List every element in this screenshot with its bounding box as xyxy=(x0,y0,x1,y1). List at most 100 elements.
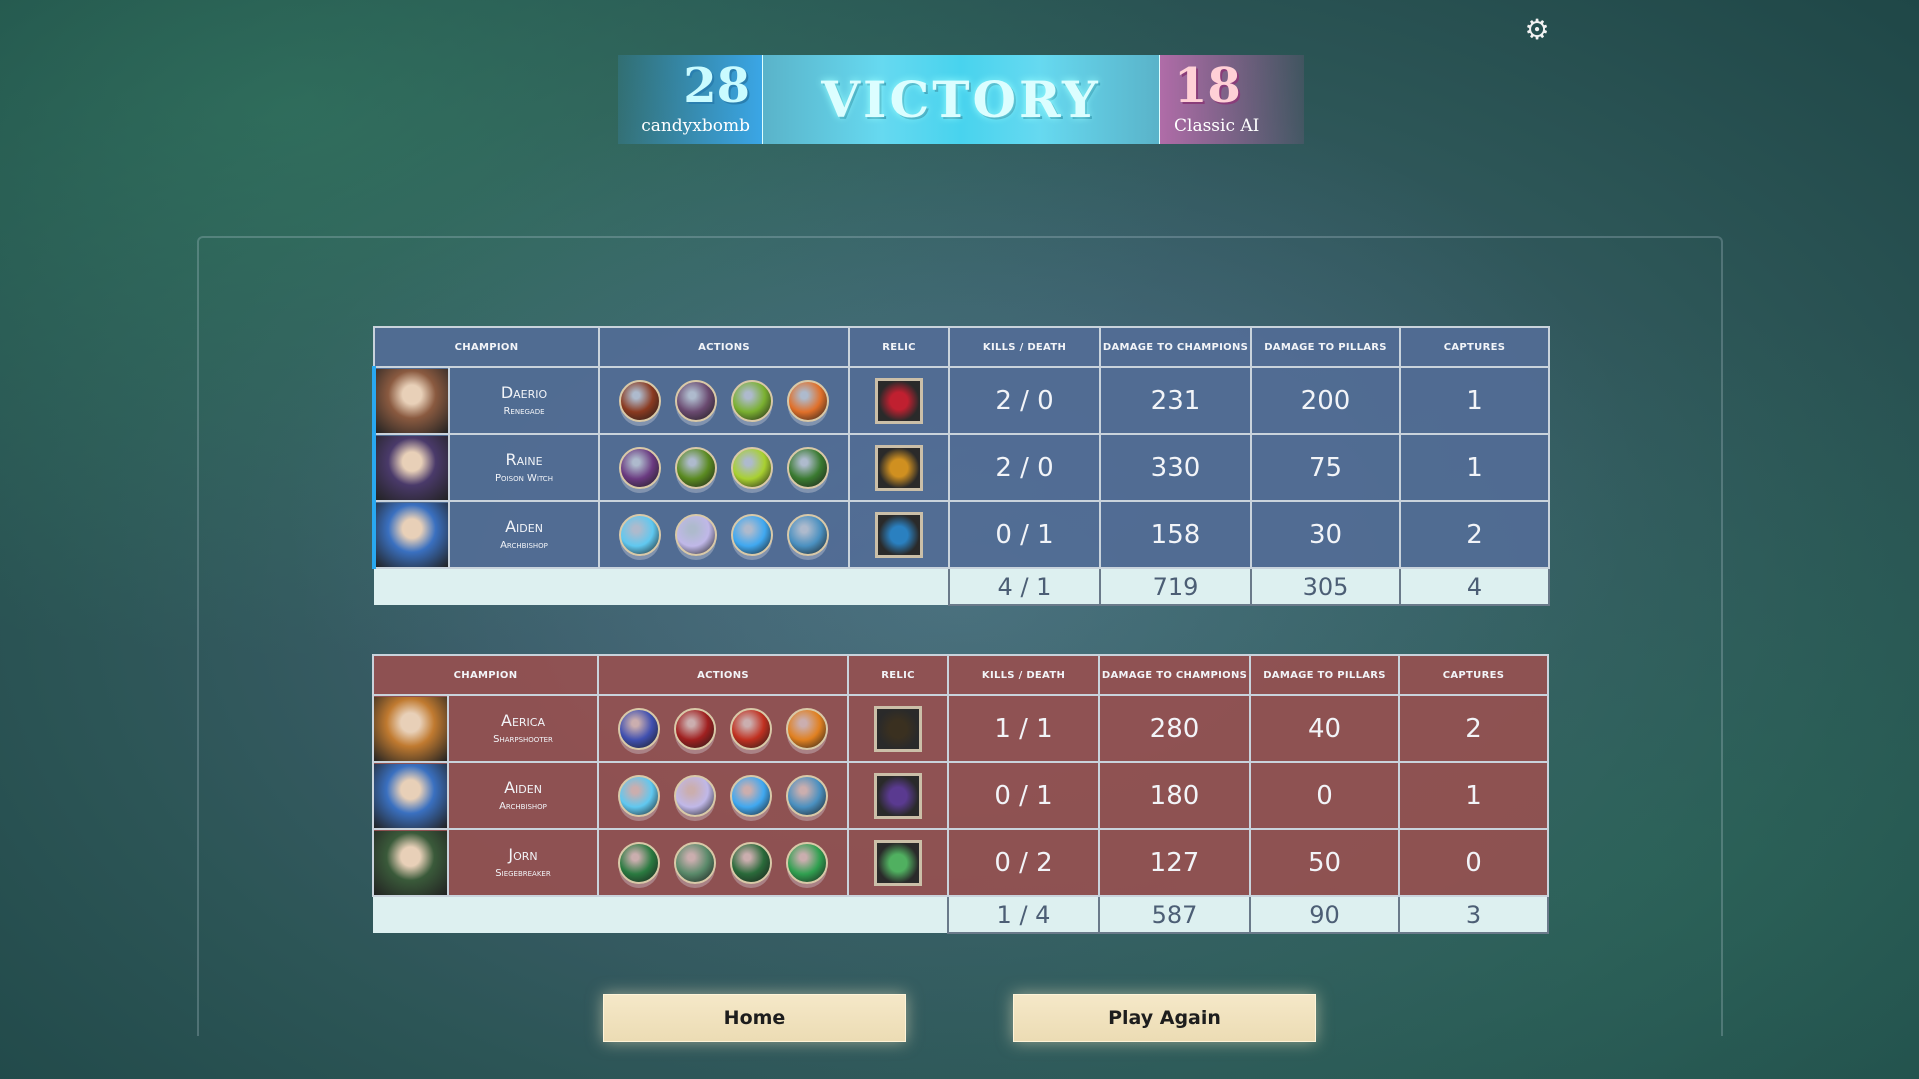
relic-icon[interactable] xyxy=(875,511,923,558)
ally-team-table: CHAMPION ACTIONS RELIC KILLS / DEATH DAMAGE … xyxy=(372,326,1550,606)
action-icon[interactable] xyxy=(730,774,772,817)
column-header: DAMAGE TO CHAMPIONS xyxy=(1099,326,1252,368)
action-icon[interactable] xyxy=(786,774,828,817)
action-icon[interactable] xyxy=(731,446,773,489)
kills-death: 2 / 0 xyxy=(948,433,1101,502)
column-header: CAPTURES xyxy=(1399,326,1550,368)
damage-to-pillars: 200 xyxy=(1250,366,1401,435)
actions-cell xyxy=(597,694,849,763)
column-header: DAMAGE TO PILLARS xyxy=(1250,326,1401,368)
action-icon[interactable] xyxy=(787,379,829,422)
action-icon[interactable] xyxy=(618,707,660,750)
total-damage-to-champions: 719 xyxy=(1099,567,1252,606)
player-score: 28 xyxy=(683,58,750,114)
column-header: RELIC xyxy=(847,654,949,696)
action-icon[interactable] xyxy=(675,446,717,489)
captures: 2 xyxy=(1399,500,1550,569)
relic-icon[interactable] xyxy=(874,839,922,886)
actions-cell xyxy=(597,828,849,897)
action-icon[interactable] xyxy=(786,707,828,750)
relic-icon[interactable] xyxy=(875,444,923,491)
action-icon[interactable] xyxy=(731,379,773,422)
damage-to-champions: 127 xyxy=(1098,828,1251,897)
action-icon[interactable] xyxy=(619,513,661,556)
champion-name: Aerica xyxy=(501,710,545,730)
result-title-panel: VICTORY xyxy=(762,55,1160,144)
column-header: CHAMPION xyxy=(372,654,599,696)
column-header: ACTIONS xyxy=(597,654,849,696)
kills-death: 0 / 1 xyxy=(947,761,1100,830)
action-icon[interactable] xyxy=(787,513,829,556)
action-icon[interactable] xyxy=(618,774,660,817)
damage-to-pillars: 50 xyxy=(1249,828,1400,897)
damage-to-champions: 158 xyxy=(1099,500,1252,569)
action-icon[interactable] xyxy=(674,707,716,750)
action-icon[interactable] xyxy=(674,774,716,817)
home-button[interactable]: Home xyxy=(603,994,906,1042)
captures: 1 xyxy=(1399,433,1550,502)
column-header: KILLS / DEATH xyxy=(948,326,1101,368)
damage-to-champions: 280 xyxy=(1098,694,1251,763)
action-icon[interactable] xyxy=(731,513,773,556)
total-damage-to-pillars: 90 xyxy=(1249,895,1400,934)
column-header: KILLS / DEATH xyxy=(947,654,1100,696)
relic-icon[interactable] xyxy=(875,377,923,424)
action-icon[interactable] xyxy=(787,446,829,489)
result-banner: 28 candyxbomb VICTORY 18 Classic AI xyxy=(618,55,1304,144)
scoreboard-frame xyxy=(197,236,1723,1036)
result-title: VICTORY xyxy=(821,70,1101,129)
damage-to-pillars: 30 xyxy=(1250,500,1401,569)
column-header: CAPTURES xyxy=(1398,654,1549,696)
column-header: CHAMPION xyxy=(373,326,600,368)
actions-cell xyxy=(597,761,849,830)
action-icon[interactable] xyxy=(618,841,660,884)
table-row: Daerio Renegade 2 / 0 231 200 1 xyxy=(372,366,1550,435)
action-icon[interactable] xyxy=(730,707,772,750)
champion-role: Renegade xyxy=(503,405,545,417)
action-icon[interactable] xyxy=(619,446,661,489)
total-kills-death: 4 / 1 xyxy=(948,567,1101,606)
champion-name: Daerio xyxy=(500,382,548,402)
champion-portrait xyxy=(372,433,450,502)
champion-cell: Daerio Renegade xyxy=(448,366,600,435)
champion-portrait xyxy=(372,366,450,435)
opponent-score: 18 xyxy=(1174,58,1241,114)
champion-portrait xyxy=(372,694,449,763)
actions-cell xyxy=(598,500,850,569)
total-kills-death: 1 / 4 xyxy=(947,895,1100,934)
champion-name: Aiden xyxy=(505,516,543,536)
captures: 1 xyxy=(1398,761,1549,830)
champion-portrait xyxy=(372,500,450,569)
column-header: RELIC xyxy=(848,326,950,368)
table-row: Aerica Sharpshooter 1 / 1 280 40 2 xyxy=(372,694,1549,763)
total-captures: 4 xyxy=(1399,567,1550,606)
total-damage-to-champions: 587 xyxy=(1098,895,1251,934)
table-row: Aiden Archbishop 0 / 1 158 30 2 xyxy=(372,500,1550,569)
kills-death: 1 / 1 xyxy=(947,694,1100,763)
champion-portrait xyxy=(372,828,449,897)
totals-row: 1 / 4 587 90 3 xyxy=(373,895,1549,934)
action-icon[interactable] xyxy=(675,513,717,556)
action-icon[interactable] xyxy=(619,379,661,422)
play-again-button[interactable]: Play Again xyxy=(1013,994,1316,1042)
action-icon[interactable] xyxy=(675,379,717,422)
damage-to-champions: 231 xyxy=(1099,366,1252,435)
damage-to-pillars: 0 xyxy=(1249,761,1400,830)
damage-to-pillars: 40 xyxy=(1249,694,1400,763)
action-icon[interactable] xyxy=(674,841,716,884)
action-icon[interactable] xyxy=(730,841,772,884)
kills-death: 2 / 0 xyxy=(948,366,1101,435)
relic-icon[interactable] xyxy=(874,772,922,819)
action-icon[interactable] xyxy=(786,841,828,884)
champion-role: Archbishop xyxy=(500,539,548,551)
column-header: ACTIONS xyxy=(598,326,850,368)
header-row: CHAMPION ACTIONS RELIC KILLS / DEATH DAMAGE … xyxy=(372,654,1549,696)
relic-cell xyxy=(848,366,950,435)
damage-to-champions: 330 xyxy=(1099,433,1252,502)
champion-name: Raine xyxy=(505,449,543,469)
relic-icon[interactable] xyxy=(874,705,922,752)
gear-icon[interactable]: ⚙ xyxy=(1524,13,1550,46)
relic-cell xyxy=(848,500,950,569)
totals-row: 4 / 1 719 305 4 xyxy=(374,567,1550,606)
enemy-team-table: CHAMPION ACTIONS RELIC KILLS / DEATH DAMAGE … xyxy=(372,654,1549,934)
